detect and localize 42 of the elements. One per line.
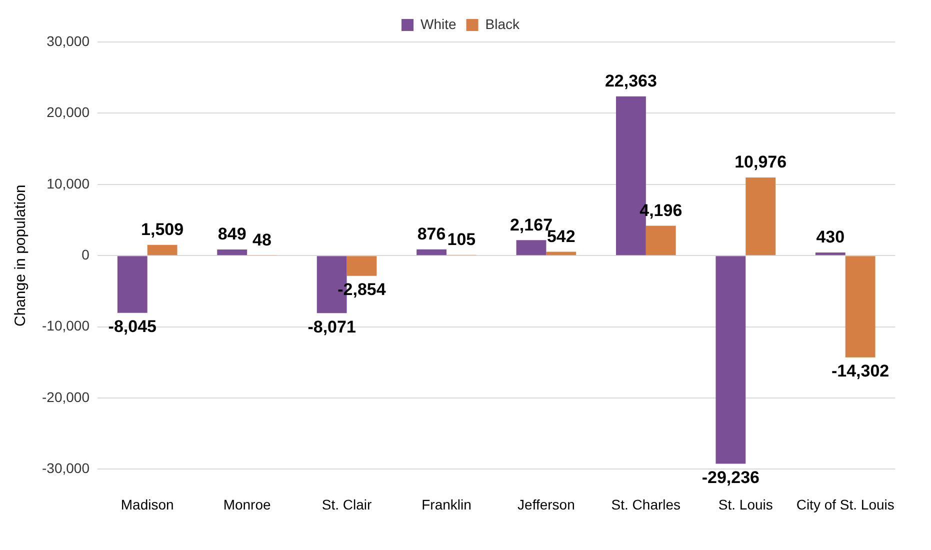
legend-label: White (420, 16, 456, 32)
y-tick-label: -10,000 (42, 318, 90, 334)
x-tick-label: Monroe (223, 496, 272, 512)
bar (516, 240, 546, 256)
x-tick-label: Franklin (422, 496, 472, 512)
x-tick-label: St. Clair (322, 496, 372, 512)
y-axis-title: Change in population (12, 184, 30, 326)
x-tick-label: City of St. Louis (796, 496, 894, 512)
x-tick-label: St. Charles (611, 496, 681, 512)
x-tick-label: St. Louis (718, 496, 773, 512)
y-tick-label: 20,000 (46, 104, 90, 120)
data-label: -29,236 (702, 468, 760, 487)
legend-label: Black (485, 16, 521, 32)
y-tick-label: 30,000 (46, 32, 90, 49)
bar (346, 256, 377, 276)
data-label: -8,045 (108, 317, 156, 336)
data-label: 105 (447, 230, 476, 250)
y-tick-label: -20,000 (42, 388, 90, 405)
bar (815, 252, 846, 256)
y-tick-label: -30,000 (42, 460, 90, 476)
x-tick-label: Madison (120, 496, 174, 512)
y-tick-label: 0 (82, 246, 90, 262)
data-label: 22,363 (604, 72, 657, 91)
data-label: 849 (218, 224, 246, 244)
x-tick-label: Jefferson (518, 496, 575, 512)
bar (646, 226, 676, 256)
data-label: 1,509 (141, 220, 184, 240)
bar (147, 244, 178, 256)
y-tick-label: 10,000 (46, 175, 90, 192)
bar (546, 252, 576, 256)
data-label: 876 (417, 224, 446, 244)
bar (217, 250, 248, 256)
data-label: 48 (252, 230, 272, 250)
data-label: -14,302 (831, 362, 890, 381)
bar (117, 256, 148, 313)
bar (845, 256, 876, 358)
data-label: 10,976 (734, 152, 787, 172)
bar (746, 177, 776, 256)
data-label: 430 (816, 228, 845, 247)
bar (416, 249, 446, 256)
bar (716, 256, 746, 464)
data-label: -8,071 (308, 317, 356, 336)
